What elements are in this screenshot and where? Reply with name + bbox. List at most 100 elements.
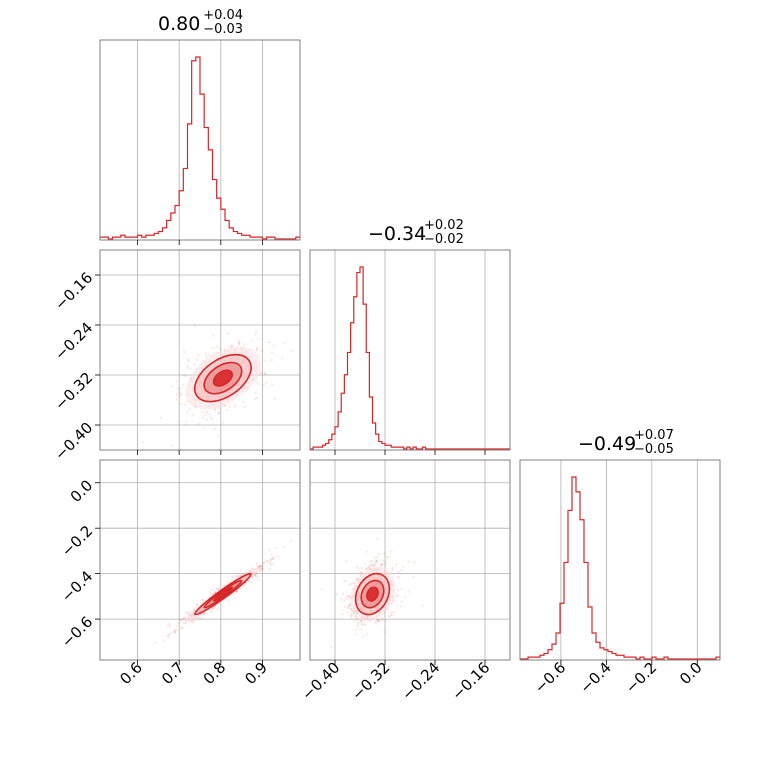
panel-2-2 [519,459,721,665]
scatter-point [373,556,376,559]
scatter-point [193,324,197,327]
scatter-point [390,614,394,617]
scatter-point [167,635,170,638]
y-tick-label: −0.16 [51,269,96,314]
scatter-point [192,363,196,366]
scatter-point [216,608,219,611]
scatter-point [187,358,190,361]
scatter-point [380,563,383,566]
scatter-point [271,383,274,386]
scatter-point [374,560,377,563]
scatter-point [375,621,378,624]
scatter-point [396,604,399,607]
scatter-point [191,414,194,417]
scatter-point [201,598,204,601]
panel-grid [137,40,263,240]
scatter-point [377,619,380,622]
scatter-point [375,559,378,562]
scatter-point [256,347,259,350]
scatter-point [221,421,225,424]
scatter-point [262,384,265,387]
y-tick-label: −0.4 [58,567,96,605]
scatter-point [271,557,274,560]
scatter-point [367,566,371,569]
scatter-point [270,552,273,555]
scatter-point [184,622,187,625]
scatter-point [390,602,393,606]
scatter-point [186,612,190,615]
scatter-point [235,574,238,577]
scatter-point [388,615,391,618]
scatter-point [243,405,246,409]
scatter-point [348,583,351,586]
scatter-point [210,417,214,421]
panel-grid [100,250,300,450]
contour-level-0 [366,586,379,602]
scatter-point [254,380,258,383]
scatter-point [228,345,231,348]
scatter-point [289,539,292,542]
scatter-point [264,372,267,375]
scatter-point [345,580,348,583]
scatter-point [376,537,379,540]
scatter-point [290,350,293,353]
scatter-point [178,395,181,398]
scatter-point [217,587,220,590]
scatter-point [189,367,192,370]
scatter-point [239,587,242,591]
scatter-point [184,374,187,378]
scatter-point [360,571,364,574]
scatter-point [381,559,385,562]
scatter-point [238,341,241,344]
scatter-point [355,628,358,631]
panel-2-1 [309,459,511,665]
scatter-point [201,599,204,602]
scatter-point [166,625,169,628]
panel-grid [334,250,486,450]
scatter-point [330,645,333,649]
scatter-point [345,597,348,600]
scatter-point [268,561,271,564]
scatter-point [254,397,257,401]
scatter-point [211,589,214,592]
scatter-point [412,575,415,579]
scatter-point [341,613,344,616]
panel-content [141,324,293,448]
scatter-point [175,625,178,628]
scatter-point [175,393,179,396]
scatter-point [217,435,220,438]
x-tick-label: 0.7 [158,658,188,688]
y-tick-label: −0.6 [58,613,96,651]
scatter-point [379,564,382,567]
scatter-point [391,567,394,571]
scatter-point [273,398,276,401]
x-tick-label: 0.6 [116,658,146,688]
scatter-point [346,606,350,609]
scatter-point [400,600,404,603]
scatter-point [259,570,262,573]
scatter-point [371,564,374,567]
scatter-point [179,392,182,396]
panel-frame [99,39,301,241]
scatter-point [269,563,273,566]
scatter-point [381,617,384,620]
scatter-point [356,618,359,621]
scatter-point [399,587,403,590]
scatter-point [215,587,218,591]
scatter-point [173,628,176,632]
scatter-point [357,621,360,624]
scatter-point [346,595,350,598]
scatter-point [162,639,165,642]
scatter-point [376,619,380,623]
scatter-point [360,628,363,631]
scatter-point [370,560,374,563]
scatter-point [246,569,250,572]
scatter-point [354,632,358,635]
scatter-point [228,599,231,602]
scatter-point [200,616,203,619]
scatter-point [184,616,187,619]
scatter-point [271,556,274,560]
scatter-point [376,556,379,559]
scatter-point [343,599,346,602]
scatter-point [247,580,251,583]
